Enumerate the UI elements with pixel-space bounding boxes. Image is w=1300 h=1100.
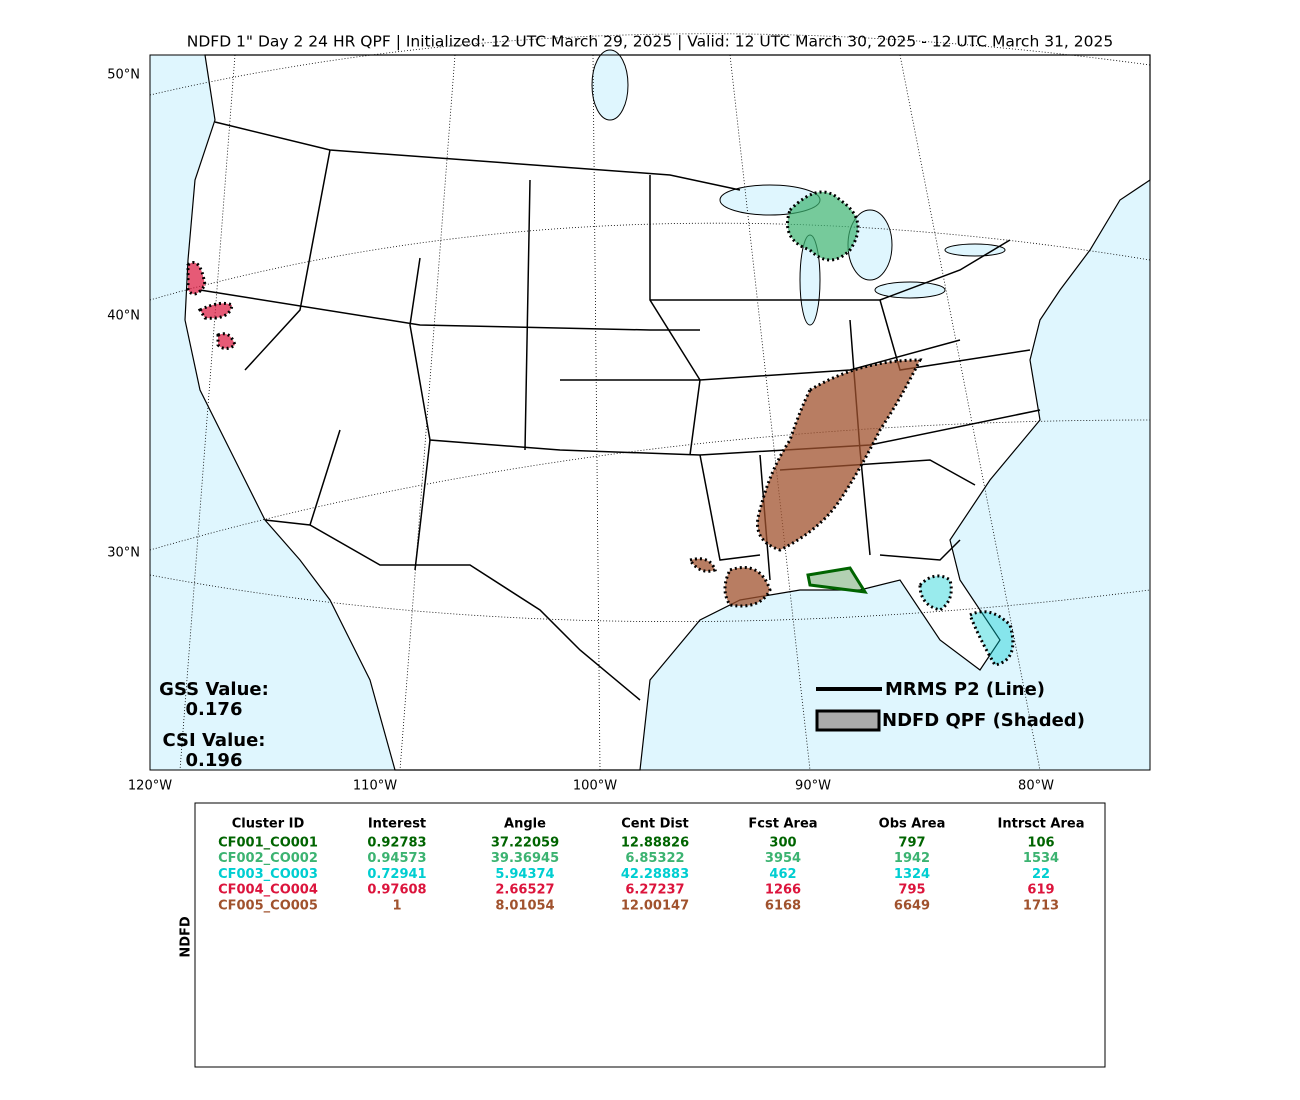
table-cell: 1266 (765, 883, 801, 898)
table-cell: 0.97608 (367, 883, 426, 898)
table-cell: 619 (1027, 883, 1054, 898)
table-cell: CF005_CO005 (218, 898, 318, 913)
stats-table: NDFD Cluster ID Interest Angle Cent Dist Fcs… (179, 802, 1106, 1068)
map-frame (149, 54, 1151, 771)
legend-swatch (815, 709, 881, 732)
graticule (149, 33, 1151, 771)
table-header: Angle (504, 817, 546, 832)
table-cell: 42.28883 (621, 867, 689, 882)
legend-label: MRMS P2 (Line) (885, 679, 1045, 700)
lon-label: 110°W (353, 779, 397, 794)
table-cell: CF001_CO001 (218, 836, 318, 851)
table-cell: 8.01054 (495, 898, 554, 913)
table-cell: 37.22059 (491, 836, 559, 851)
table-cell: 0.92783 (367, 836, 426, 851)
table-header: Obs Area (879, 817, 946, 832)
table-cell: CF002_CO002 (218, 851, 318, 866)
lat-label: 50°N (107, 68, 140, 83)
lat-label: 40°N (107, 309, 140, 324)
table-cell: 6.85322 (625, 851, 684, 866)
land (184, 54, 1151, 771)
table-header: Fcst Area (748, 817, 817, 832)
lon-label: 100°W (573, 779, 617, 794)
table-header: Cent Dist (621, 817, 689, 832)
table-cell: 12.00147 (621, 898, 689, 913)
table-cell: 1324 (894, 867, 930, 882)
map: 50°N 40°N 30°N 120°W 110°W 100°W 90°W 80… (107, 33, 1151, 794)
table-cell: 6.27237 (625, 883, 684, 898)
table-cell: 6168 (765, 898, 801, 913)
table-cell: 22 (1032, 867, 1050, 882)
legend-label: NDFD QPF (Shaded) (882, 710, 1085, 731)
table-frame (194, 802, 1106, 1068)
table-cell: 106 (1027, 836, 1054, 851)
table-cell: 0.94573 (367, 851, 426, 866)
clusters (186, 190, 1015, 667)
table-cell: 3954 (765, 851, 801, 866)
csi-label: CSI Value: (163, 730, 266, 751)
side-label: NDFD (179, 916, 194, 958)
table-cell: 0.72941 (367, 867, 426, 882)
gss-value: 0.176 (186, 699, 243, 720)
table-cell: 5.94374 (495, 867, 554, 882)
table-cell: 795 (898, 883, 925, 898)
table-cell: 1534 (1023, 851, 1059, 866)
table-cell: CF004_CO004 (218, 883, 318, 898)
csi-value: 0.196 (186, 750, 243, 771)
table-cell: 1 (392, 898, 401, 913)
table-cell: 12.88826 (621, 836, 689, 851)
table-cell: 797 (898, 836, 925, 851)
table-cell: 2.66527 (495, 883, 554, 898)
table-cell: CF003_CO003 (218, 867, 318, 882)
lon-label: 120°W (128, 779, 172, 794)
table-cell: 462 (769, 867, 796, 882)
table-cell: 1713 (1023, 898, 1059, 913)
table-header: Intrsct Area (998, 817, 1085, 832)
gss-label: GSS Value: (159, 679, 269, 700)
table-cell: 6649 (894, 898, 930, 913)
table-header: Cluster ID (232, 817, 305, 832)
table-cell: 1942 (894, 851, 930, 866)
table-header: Interest (368, 817, 426, 832)
title: NDFD 1" Day 2 24 HR QPF | Initialized: 1… (187, 33, 1113, 51)
table-cell: 39.36945 (491, 851, 559, 866)
lat-label: 30°N (107, 546, 140, 561)
table-cell: 300 (769, 836, 796, 851)
lon-label: 80°W (1018, 779, 1054, 794)
lon-label: 90°W (795, 779, 831, 794)
